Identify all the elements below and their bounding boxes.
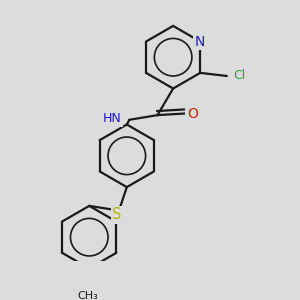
- Text: N: N: [195, 34, 206, 49]
- Text: Cl: Cl: [234, 70, 246, 83]
- Text: O: O: [187, 106, 198, 121]
- Text: HN: HN: [103, 112, 122, 125]
- Text: S: S: [112, 207, 122, 222]
- Text: CH₃: CH₃: [77, 291, 98, 300]
